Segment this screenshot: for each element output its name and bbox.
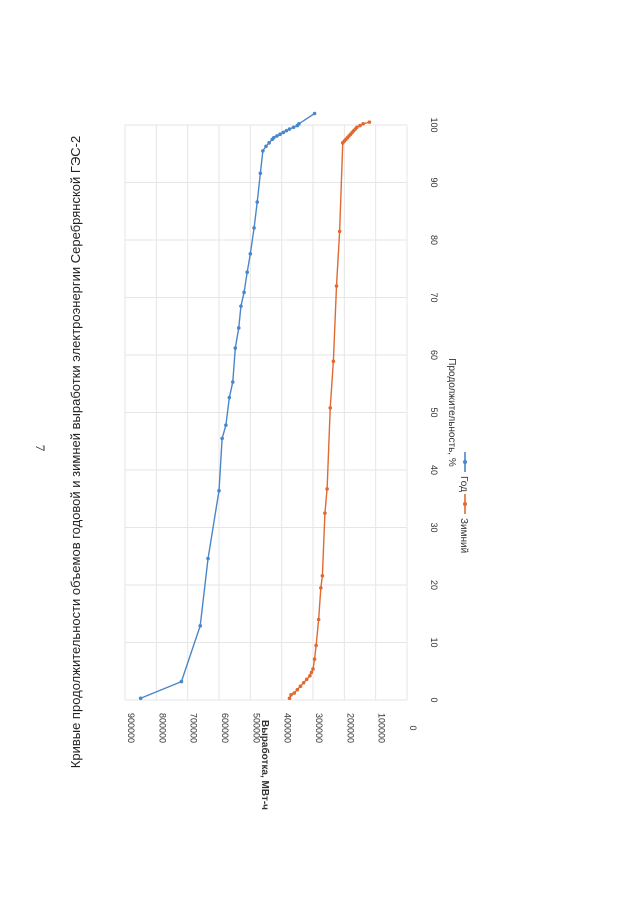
- x-tick-label: 30: [429, 522, 439, 532]
- data-point: [242, 290, 246, 295]
- data-point: [309, 670, 314, 675]
- data-point: [311, 667, 315, 671]
- data-point: [320, 574, 325, 578]
- data-point: [292, 691, 297, 695]
- legend-marker: [463, 460, 467, 464]
- x-tick-label: 60: [429, 350, 439, 360]
- data-point: [334, 284, 339, 288]
- data-point: [248, 252, 253, 256]
- data-point: [331, 359, 336, 364]
- x-tick-label: 10: [429, 637, 439, 647]
- y-axis-title: Выработка, МВт-ч: [259, 720, 271, 810]
- data-point: [227, 395, 232, 400]
- data-point: [287, 127, 292, 131]
- data-point: [267, 141, 271, 145]
- data-point: [217, 488, 221, 493]
- data-point: [220, 436, 224, 441]
- data-point: [258, 171, 263, 176]
- data-point: [291, 125, 296, 130]
- data-point: [272, 135, 276, 140]
- data-point: [358, 123, 362, 128]
- data-point: [230, 380, 235, 384]
- data-point: [138, 696, 143, 701]
- data-point: [245, 270, 249, 275]
- chart-grid: [124, 124, 408, 701]
- data-point: [367, 120, 372, 124]
- data-point: [355, 125, 359, 130]
- data-point: [301, 680, 306, 685]
- data-point: [239, 304, 243, 308]
- y-tick-label: 600000: [220, 713, 230, 743]
- data-point: [206, 556, 210, 561]
- data-point: [281, 130, 286, 135]
- legend-marker: [463, 502, 467, 506]
- data-point: [325, 487, 329, 491]
- chart-title: Кривые продолжительности объемов годовой…: [68, 136, 83, 768]
- data-point: [295, 687, 300, 692]
- data-point: [328, 406, 333, 410]
- data-point: [287, 696, 292, 701]
- y-tick-label: 200000: [345, 713, 355, 743]
- y-tick-label: 900000: [126, 713, 136, 743]
- data-point: [261, 149, 265, 153]
- data-point: [275, 134, 279, 138]
- data-point: [255, 200, 260, 204]
- data-point: [252, 226, 256, 230]
- data-point: [304, 677, 309, 682]
- y-tick-label: 300000: [314, 713, 324, 743]
- x-axis-title: Продолжительность, %: [446, 358, 457, 467]
- x-tick-label: 100: [429, 117, 439, 132]
- data-point: [264, 144, 268, 149]
- x-tick-label: 80: [429, 235, 439, 245]
- data-point: [337, 229, 342, 234]
- data-point: [179, 679, 184, 684]
- chart-series: [138, 111, 372, 701]
- series-line: [140, 112, 315, 699]
- data-point: [278, 132, 282, 136]
- data-point: [233, 346, 238, 350]
- data-point: [236, 326, 241, 330]
- data-point: [289, 693, 293, 697]
- data-point: [312, 111, 317, 116]
- x-tick-label: 70: [429, 292, 439, 302]
- x-tick-label: 90: [429, 177, 439, 187]
- y-tick-label: 400000: [283, 713, 293, 743]
- data-point: [224, 423, 228, 427]
- x-tick-label: 0: [429, 697, 439, 702]
- series-line: [288, 121, 370, 699]
- x-tick-label: 40: [429, 465, 439, 475]
- data-point: [308, 674, 312, 678]
- x-tick-label: 50: [429, 407, 439, 417]
- y-tick-label: 0: [408, 725, 418, 730]
- data-point: [312, 657, 317, 661]
- x-tick-label: 20: [429, 580, 439, 590]
- y-tick-label: 700000: [189, 713, 199, 743]
- y-tick-label: 500000: [251, 713, 261, 743]
- chart-labels: 0 10 20 30 40 50 60 70 80 90 100 0 100000 200000 30000…: [68, 117, 469, 810]
- data-point: [361, 122, 365, 126]
- legend-label: Зимний: [458, 518, 469, 553]
- data-point: [298, 684, 303, 688]
- data-point: [284, 128, 289, 133]
- legend-label: Год: [458, 476, 469, 492]
- y-tick-label: 100000: [377, 713, 387, 743]
- y-tick-label: 800000: [157, 713, 167, 743]
- data-point: [198, 624, 202, 628]
- data-point: [323, 511, 327, 515]
- data-point: [319, 586, 323, 590]
- data-point: [314, 643, 318, 648]
- data-point: [316, 617, 321, 622]
- data-point: [297, 122, 301, 126]
